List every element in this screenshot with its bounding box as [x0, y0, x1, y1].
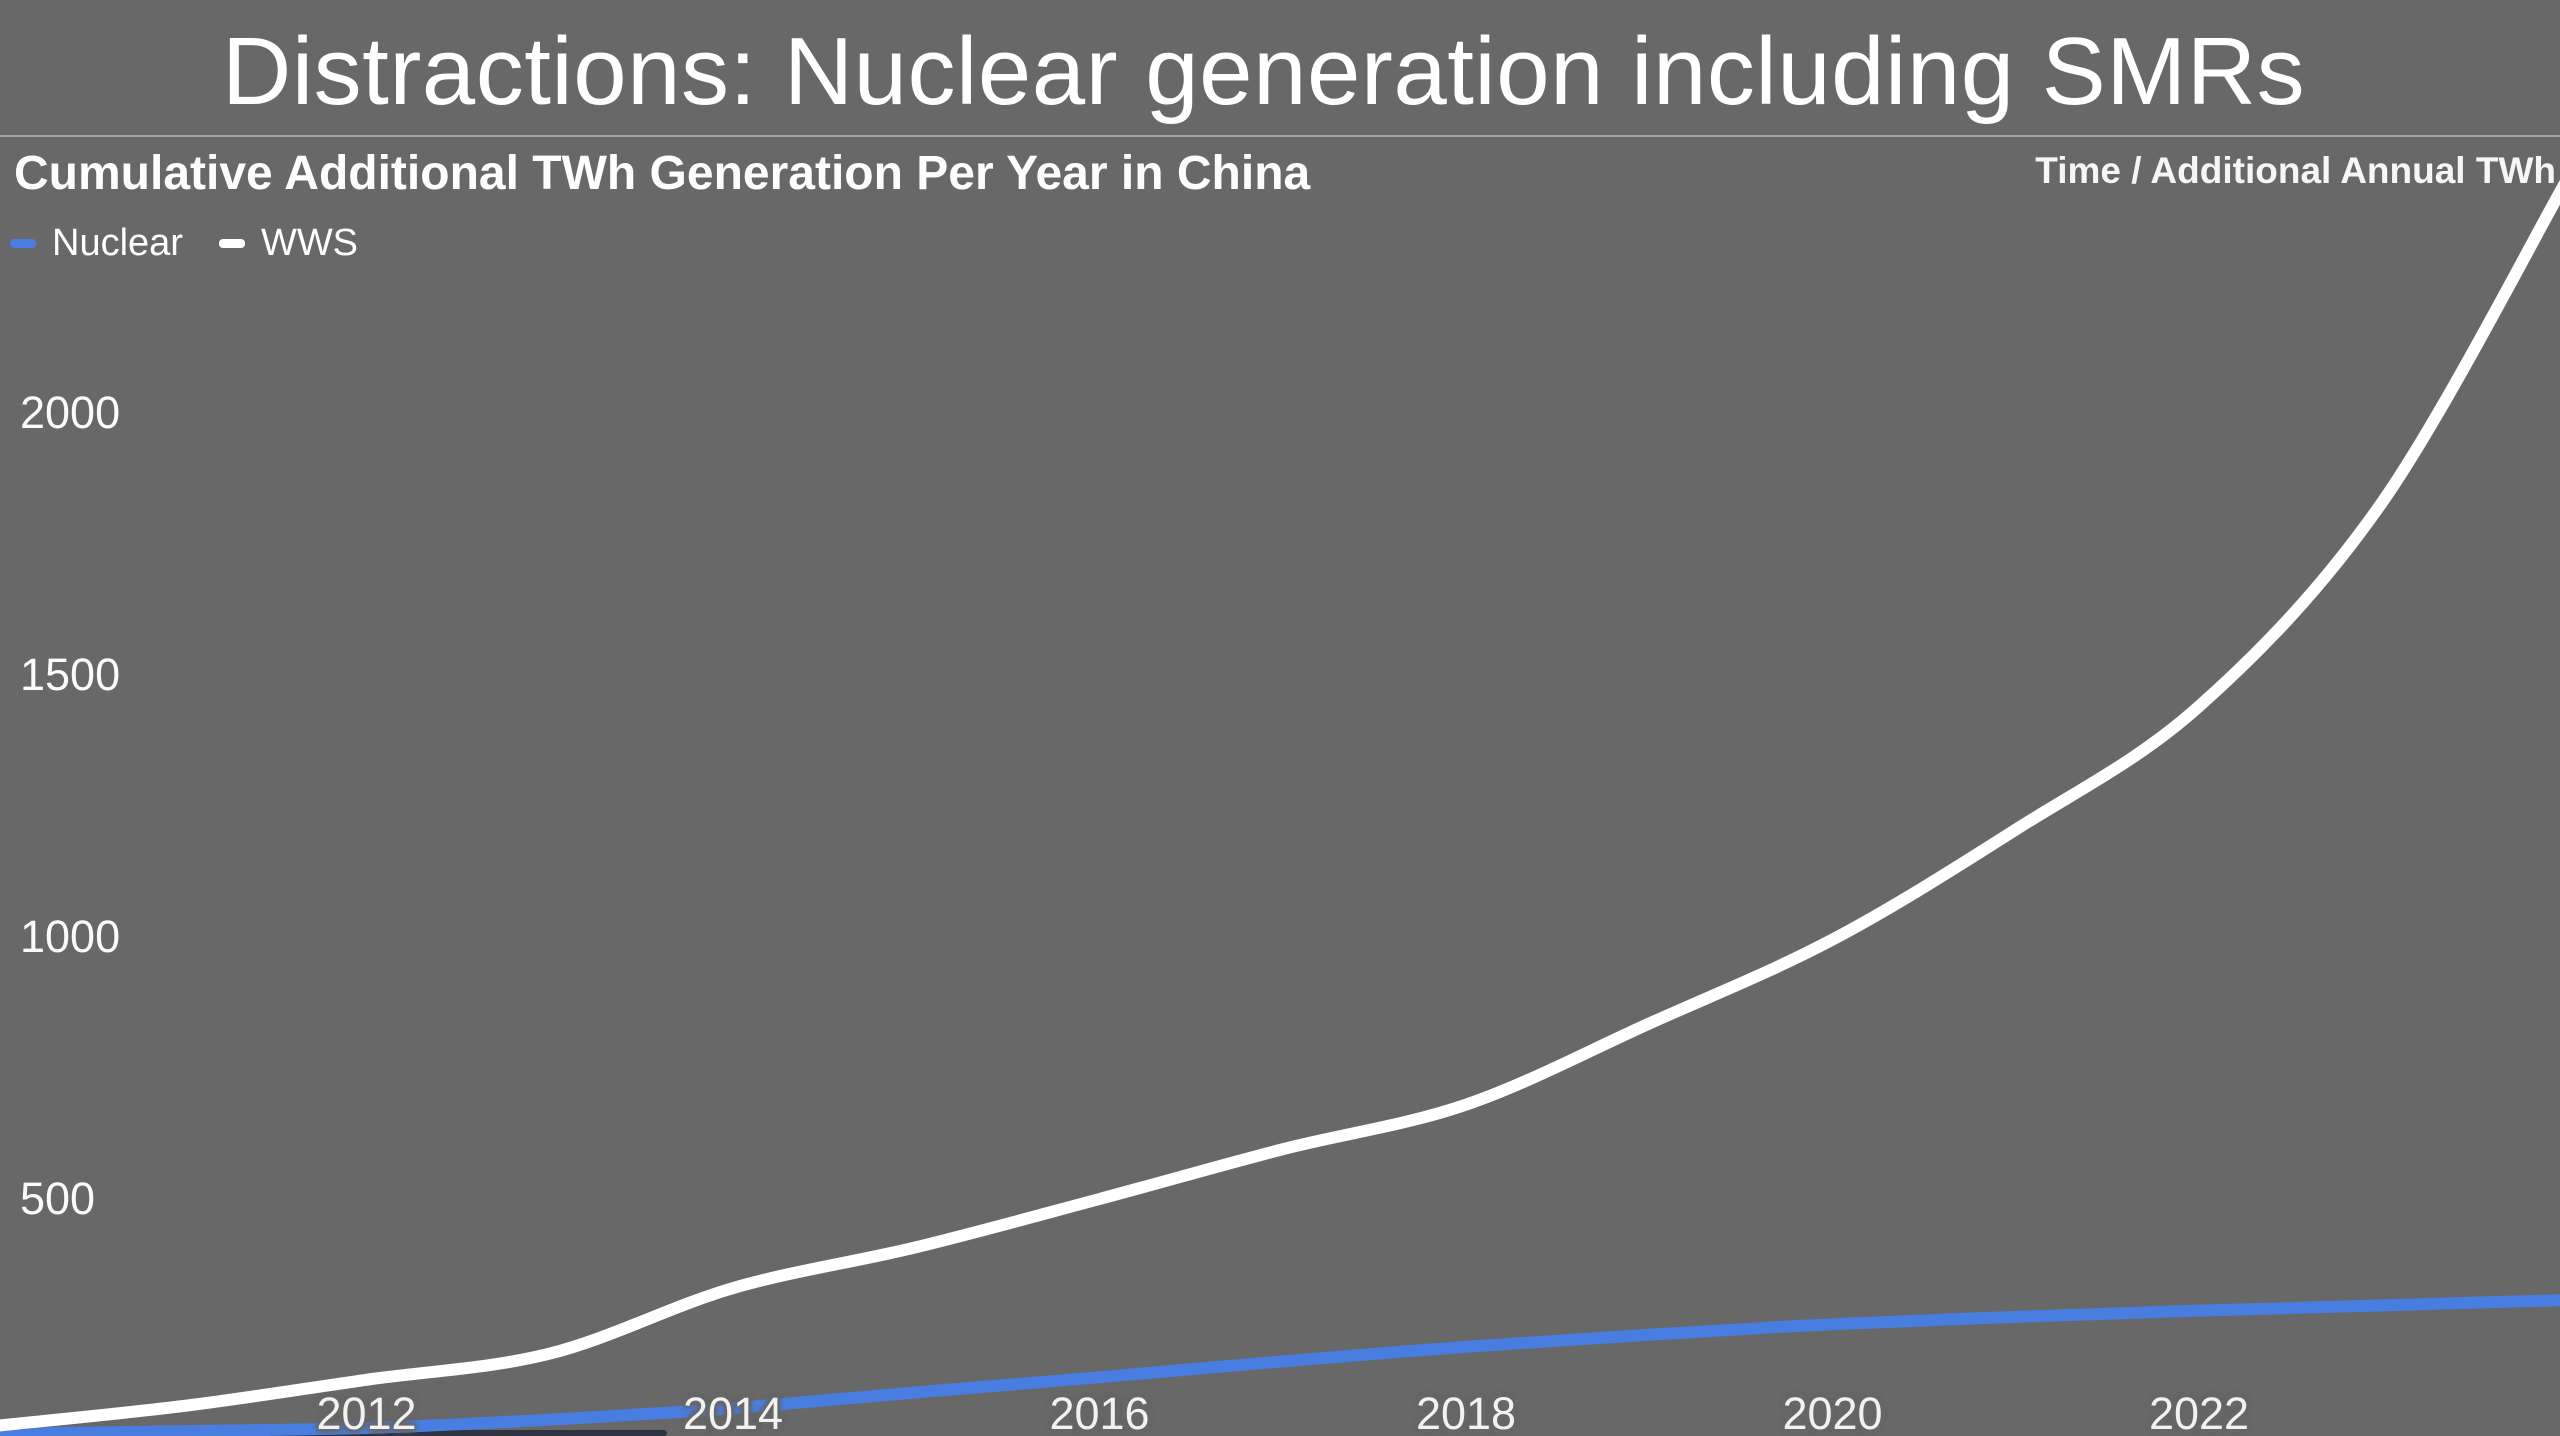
legend-label-wws: WWS	[260, 222, 359, 264]
x-tick-label: 2016	[1049, 1388, 1150, 1436]
y-tick-label: 1500	[20, 649, 121, 700]
legend-label-nuclear: Nuclear	[52, 222, 183, 264]
chart-title: Cumulative Additional TWh Generation Per…	[14, 147, 1311, 200]
page-title: Distractions: Nuclear generation includi…	[222, 18, 2306, 125]
legend-item-nuclear: Nuclear	[10, 222, 183, 265]
x-tick-label: 2020	[1782, 1388, 1883, 1436]
x-tick-label: 2022	[2148, 1388, 2250, 1436]
x-tick-label: 2012	[316, 1388, 417, 1436]
axis-note: Time / Additional Annual TWh	[2035, 150, 2556, 191]
legend: Nuclear WWS	[10, 222, 358, 265]
y-tick-label: 1000	[20, 911, 121, 962]
title-divider	[0, 135, 2560, 137]
x-tick-label: 2018	[1415, 1388, 1517, 1436]
nuclear-swatch-icon	[10, 239, 36, 248]
y-tick-label: 2000	[20, 387, 121, 438]
wws-line	[0, 179, 2560, 1432]
nuclear-line	[0, 1294, 2560, 1436]
y-tick-label: 500	[20, 1173, 96, 1224]
wws-swatch-icon	[218, 239, 245, 248]
legend-item-wws: WWS	[218, 222, 359, 265]
x-tick-label: 2014	[682, 1388, 784, 1436]
